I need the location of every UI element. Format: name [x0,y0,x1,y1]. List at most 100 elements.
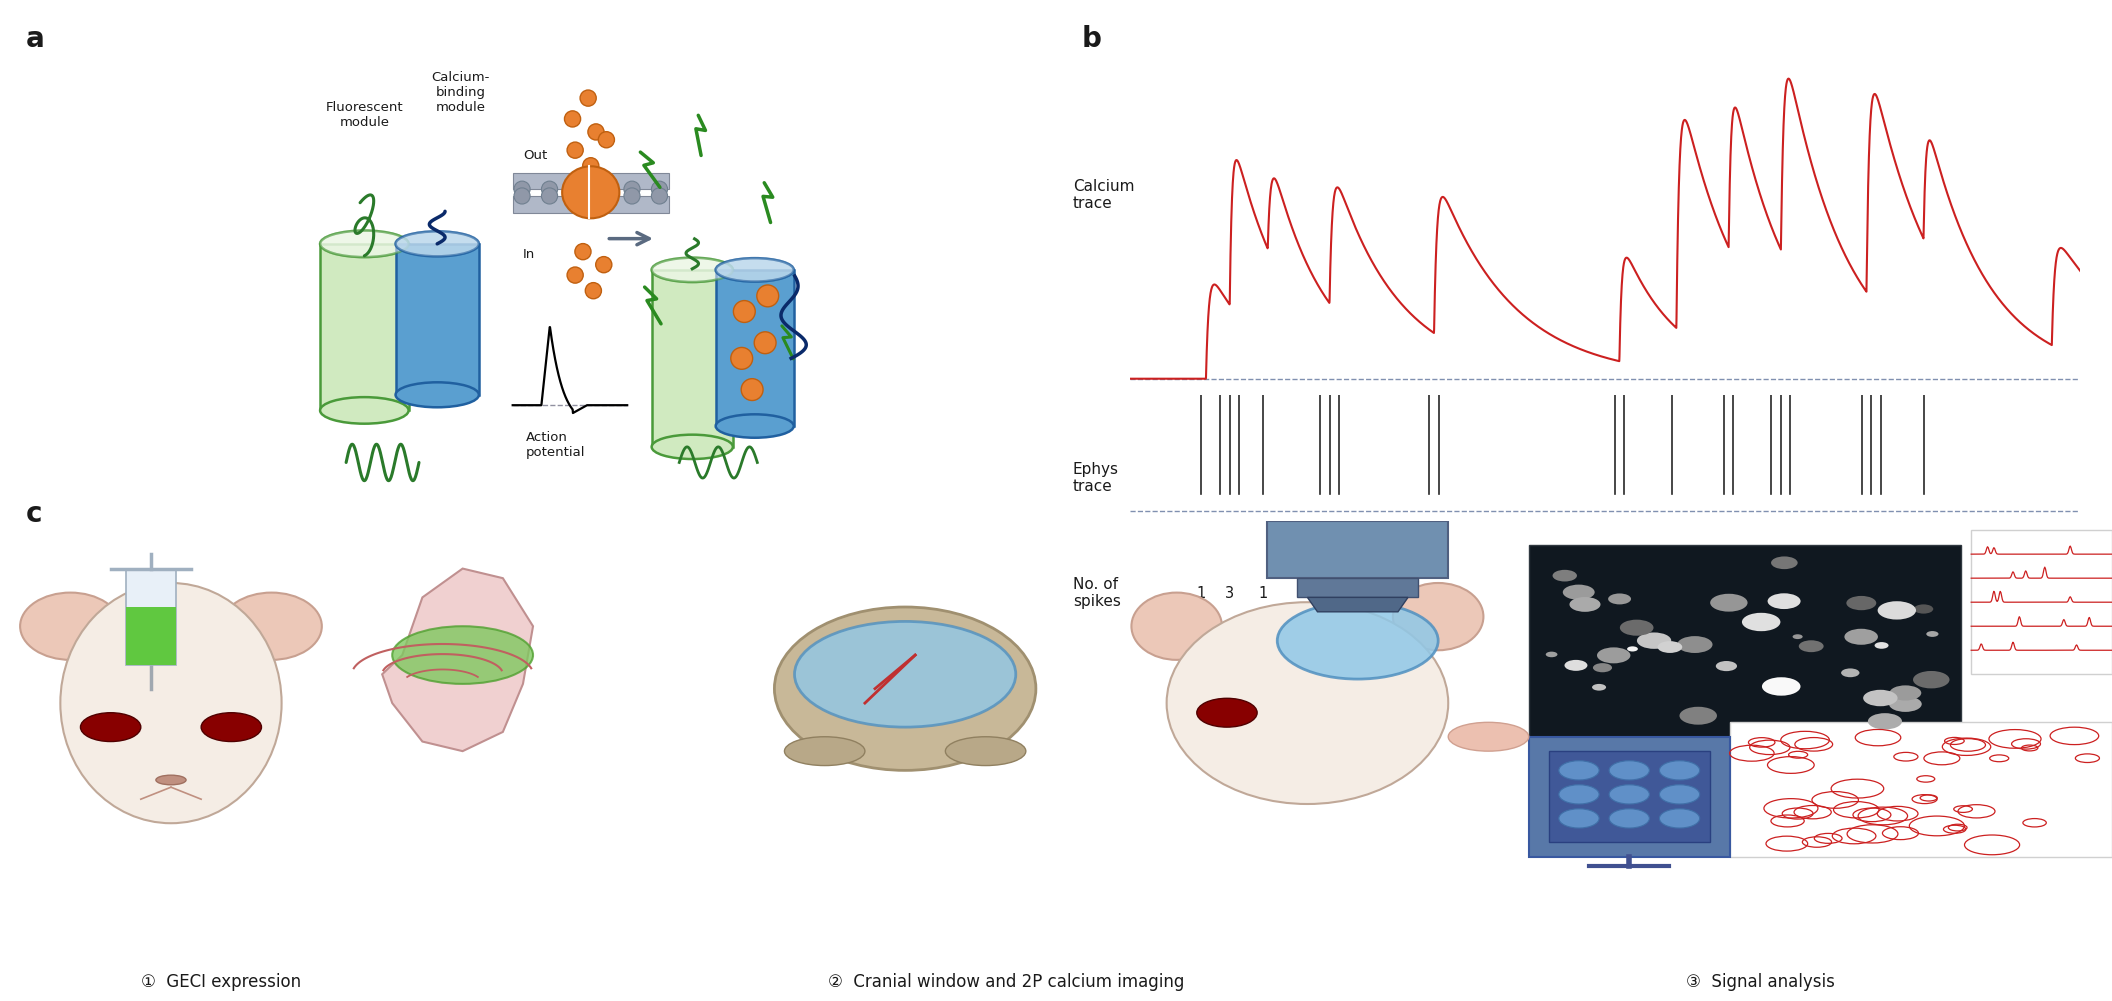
Ellipse shape [653,257,733,282]
Circle shape [1878,602,1916,620]
Polygon shape [1529,737,1730,857]
Ellipse shape [1449,723,1529,751]
Text: ③  Signal analysis: ③ Signal analysis [1685,973,1835,991]
Polygon shape [513,172,670,189]
Ellipse shape [21,593,120,660]
Circle shape [1660,785,1700,804]
Circle shape [733,300,756,322]
Circle shape [1679,707,1717,725]
Text: 3: 3 [1867,586,1875,601]
Circle shape [585,282,602,298]
Text: c: c [25,500,42,529]
Polygon shape [321,244,408,410]
Circle shape [1597,648,1630,664]
Circle shape [1660,809,1700,828]
Circle shape [581,90,596,106]
Circle shape [1559,785,1599,804]
Circle shape [541,181,558,197]
Circle shape [1772,557,1797,570]
Circle shape [1609,785,1649,804]
Circle shape [756,285,779,307]
Text: 3: 3 [1324,586,1335,601]
Polygon shape [1548,751,1711,843]
Circle shape [596,256,612,272]
Ellipse shape [222,593,321,660]
Circle shape [564,111,581,127]
Text: 2: 2 [1723,586,1734,601]
Circle shape [1913,605,1932,614]
Circle shape [583,158,600,174]
Circle shape [1569,597,1601,612]
Circle shape [623,181,640,197]
Text: Ephys
trace: Ephys trace [1073,461,1119,494]
Polygon shape [1970,531,2112,675]
Circle shape [1658,641,1683,653]
Ellipse shape [653,434,733,459]
Polygon shape [653,270,733,446]
Ellipse shape [395,231,479,256]
Circle shape [1768,594,1802,609]
Circle shape [623,188,640,204]
Text: 3: 3 [1776,586,1785,601]
Text: Out: Out [524,149,547,162]
Circle shape [1637,633,1671,649]
Text: 2: 2 [1430,586,1438,601]
Ellipse shape [156,775,186,785]
Circle shape [596,188,612,204]
Circle shape [1198,699,1257,727]
Circle shape [1863,690,1897,707]
Polygon shape [127,607,175,665]
Text: b: b [1081,25,1100,53]
Ellipse shape [775,607,1035,771]
Text: 1: 1 [1920,586,1928,601]
Text: Calcium
trace: Calcium trace [1073,179,1134,211]
Text: 1: 1 [1259,586,1267,601]
Circle shape [754,331,775,353]
Text: 1: 1 [1666,586,1677,601]
Ellipse shape [784,737,866,766]
Text: No. of
spikes: No. of spikes [1073,577,1121,610]
Text: In: In [524,248,534,260]
Ellipse shape [321,397,408,423]
Circle shape [1559,761,1599,780]
Circle shape [1842,669,1859,678]
Ellipse shape [1166,603,1449,804]
Polygon shape [127,569,175,665]
Circle shape [1761,678,1802,696]
Polygon shape [513,196,670,212]
Circle shape [1844,629,1878,645]
Circle shape [794,622,1016,727]
Ellipse shape [1132,593,1223,660]
Circle shape [574,243,591,259]
Polygon shape [1297,579,1417,598]
Circle shape [1867,713,1903,730]
Text: ②  Cranial window and 2P calcium imaging: ② Cranial window and 2P calcium imaging [828,973,1185,991]
Circle shape [1552,570,1578,582]
Circle shape [1563,585,1595,600]
Circle shape [1660,761,1700,780]
Polygon shape [1307,598,1409,612]
Text: 2: 2 [1616,586,1624,601]
Circle shape [1799,641,1823,653]
Polygon shape [716,270,794,426]
Circle shape [1846,596,1875,611]
Circle shape [1890,686,1922,701]
Text: Action
potential: Action potential [526,431,585,459]
Circle shape [598,132,615,148]
Ellipse shape [1394,583,1483,651]
Text: a: a [25,25,44,53]
Circle shape [568,142,583,158]
Text: ①  GECI expression: ① GECI expression [142,973,302,991]
Circle shape [587,124,604,140]
Ellipse shape [716,414,794,437]
Polygon shape [395,244,479,394]
Circle shape [1559,809,1599,828]
Circle shape [741,378,762,400]
Circle shape [1592,684,1605,691]
Circle shape [650,188,667,204]
Circle shape [1711,594,1747,612]
Circle shape [513,188,530,204]
Circle shape [1926,631,1939,637]
Ellipse shape [395,231,479,256]
Text: 3: 3 [1225,586,1233,601]
